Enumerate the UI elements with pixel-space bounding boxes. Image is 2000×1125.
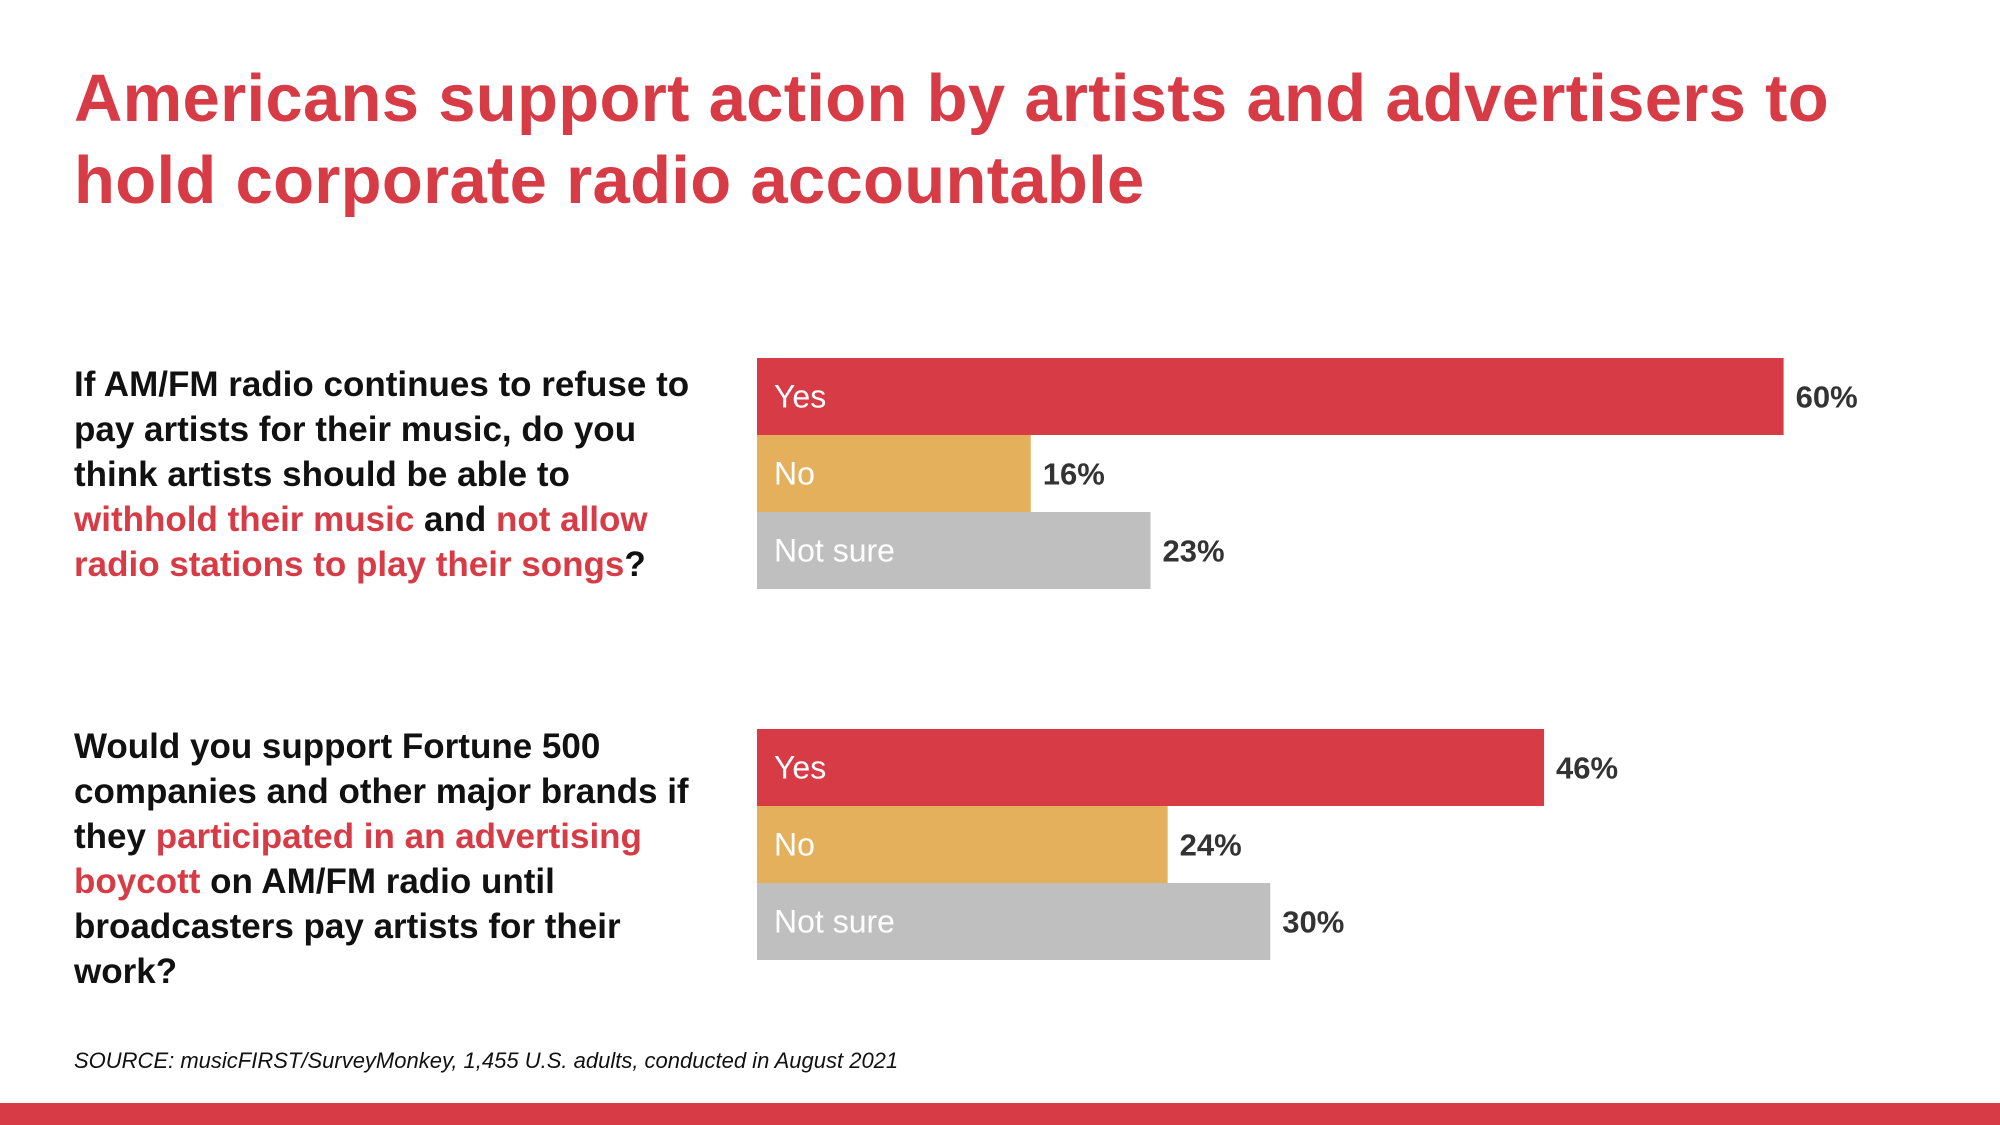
bar-yes — [757, 358, 1784, 435]
question-text: If AM/FM radio continues to refuse to pa… — [74, 365, 690, 494]
bar-category-label: Yes — [774, 750, 826, 786]
question-text: ? — [624, 545, 646, 584]
bar-value-label: 23% — [1163, 534, 1225, 569]
bar-value-label: 16% — [1043, 457, 1105, 492]
bar-not-sure — [757, 883, 1271, 960]
question-highlight: not allow radio stations to play their s… — [74, 500, 648, 584]
bar-value-label: 60% — [1796, 380, 1858, 415]
footer-bar — [0, 1103, 2000, 1125]
bar-value-label: 30% — [1282, 905, 1344, 940]
page-title: Americans support action by artists and … — [74, 61, 1829, 218]
bar-category-label: Not sure — [774, 533, 895, 569]
chart-2: Yes 46% No 24% Not sure 30% — [757, 729, 1618, 960]
bar-not-sure — [757, 512, 1151, 589]
bar-category-label: No — [774, 456, 815, 492]
question-highlight: withhold their music — [74, 500, 415, 539]
question-1: If AM/FM radio continues to refuse to pa… — [74, 362, 714, 587]
question-text: on AM/FM radio until broadcasters pay ar… — [74, 862, 621, 991]
chart-1: Yes 60% No 16% Not sure 23% — [757, 358, 1858, 589]
question-text: and — [414, 500, 496, 539]
bar-value-label: 46% — [1556, 751, 1618, 786]
bar-category-label: Not sure — [774, 904, 895, 940]
bar-yes — [757, 729, 1545, 806]
question-highlight: participated in an advertising boycott — [74, 817, 642, 901]
bar-category-label: Yes — [774, 379, 826, 415]
bar-category-label: No — [774, 827, 815, 863]
bar-no — [757, 806, 1168, 883]
source-note: SOURCE: musicFIRST/SurveyMonkey, 1,455 U… — [74, 1048, 899, 1073]
bar-no — [757, 435, 1031, 512]
question-2: Would you support Fortune 500 companies … — [74, 724, 714, 994]
bar-value-label: 24% — [1180, 828, 1242, 863]
question-text: Would you support Fortune 500 companies … — [74, 727, 689, 856]
